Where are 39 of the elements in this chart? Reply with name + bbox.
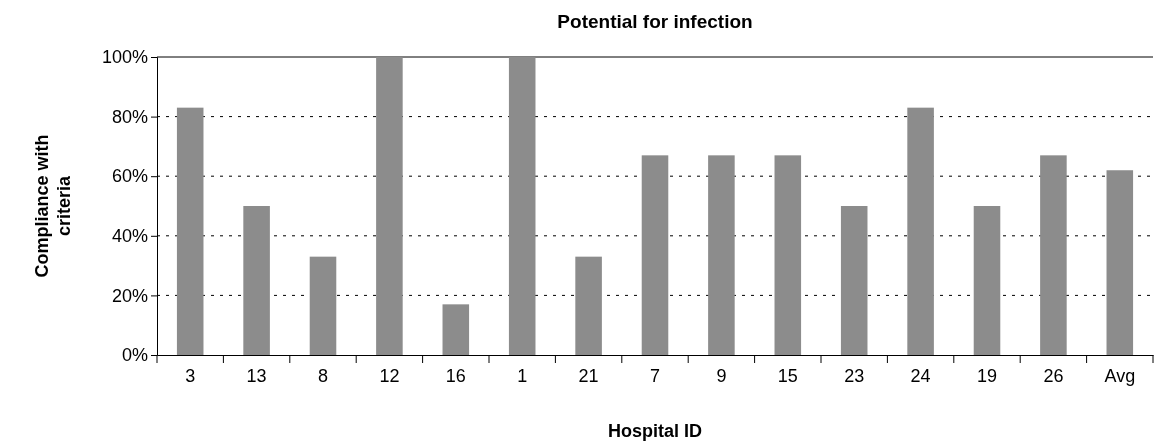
x-tick-label: 13 (246, 365, 267, 386)
bar (243, 206, 270, 355)
x-tick-label: 3 (185, 365, 196, 386)
bar (774, 155, 802, 355)
bar (641, 155, 669, 355)
y-tick-label: 40% (111, 226, 148, 247)
x-tick-label: 26 (1043, 365, 1064, 386)
bar (1040, 155, 1067, 355)
bar (508, 57, 536, 355)
bar (575, 256, 602, 355)
bar (1106, 170, 1134, 355)
bar (840, 206, 868, 355)
x-tick-label: 9 (716, 365, 727, 386)
bar (309, 256, 337, 355)
bar (442, 304, 470, 355)
x-tick-label: 1 (517, 365, 528, 386)
x-axis-title: Hospital ID (607, 421, 703, 441)
x-tick-label: Avg (1104, 365, 1136, 386)
chart-title: Potential for infection (557, 11, 753, 32)
x-tick-label: 12 (379, 365, 400, 386)
bar (973, 206, 1001, 355)
bar (907, 107, 934, 355)
y-tick-label: 60% (111, 166, 148, 187)
y-tick-label: 20% (111, 285, 148, 306)
x-tick-label: 19 (976, 365, 998, 386)
y-tick-label: 80% (111, 106, 148, 127)
y-tick-label: 100% (101, 47, 148, 68)
x-tick-label: 7 (649, 365, 661, 386)
x-tick-label: 15 (777, 365, 798, 386)
x-tick-label: 21 (578, 365, 599, 386)
y-axis-title: Compliance with criteria (32, 134, 74, 278)
x-tick-label: 23 (844, 365, 865, 386)
bar (376, 57, 403, 355)
x-tick-label: 8 (317, 365, 329, 386)
x-tick-label: 24 (910, 365, 931, 386)
bar (176, 107, 204, 355)
y-tick-label: 0% (121, 345, 148, 366)
bar (708, 155, 735, 355)
x-tick-label: 16 (445, 365, 466, 386)
